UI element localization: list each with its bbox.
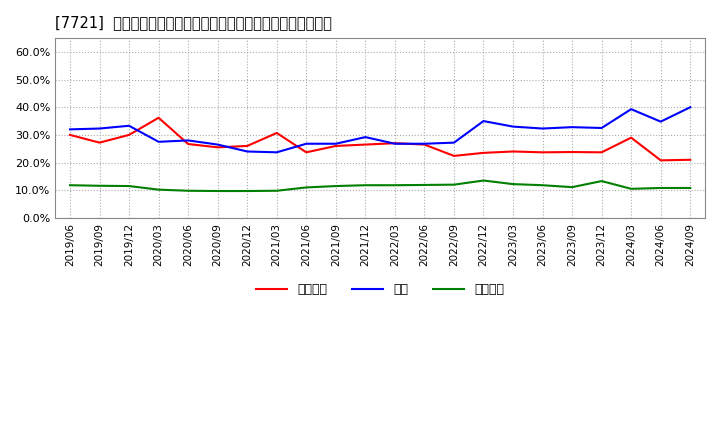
売上債権 xyxy=(420,142,428,147)
在庫 xyxy=(184,138,192,143)
買入債務 xyxy=(125,183,133,189)
売上債権 xyxy=(331,143,340,149)
売上債権 xyxy=(66,132,74,138)
売上債権 xyxy=(272,130,281,136)
在庫 xyxy=(95,126,104,131)
売上債権 xyxy=(657,158,665,163)
在庫 xyxy=(272,150,281,155)
在庫 xyxy=(686,105,695,110)
在庫 xyxy=(361,135,369,140)
買入債務 xyxy=(509,181,518,187)
売上債権 xyxy=(686,157,695,162)
買入債務 xyxy=(302,185,310,190)
売上債権 xyxy=(539,150,547,155)
在庫 xyxy=(213,142,222,147)
売上債権 xyxy=(302,150,310,155)
Line: 買入債務: 買入債務 xyxy=(70,180,690,191)
買入債務 xyxy=(449,182,458,187)
買入債務 xyxy=(95,183,104,188)
売上債権 xyxy=(509,149,518,154)
売上債権 xyxy=(125,132,133,138)
売上債権 xyxy=(361,142,369,147)
Text: [7721]  売上債権、在庫、買入債務の総資産に対する比率の推移: [7721] 売上債権、在庫、買入債務の総資産に対する比率の推移 xyxy=(55,15,332,30)
買入債務 xyxy=(686,185,695,191)
在庫 xyxy=(243,149,251,154)
在庫 xyxy=(390,141,399,147)
在庫 xyxy=(657,119,665,124)
在庫 xyxy=(539,126,547,131)
買入債務 xyxy=(361,183,369,188)
在庫 xyxy=(420,141,428,147)
在庫 xyxy=(154,139,163,144)
買入債務 xyxy=(213,188,222,194)
買入債務 xyxy=(480,178,488,183)
在庫 xyxy=(598,125,606,131)
買入債務 xyxy=(539,183,547,188)
買入債務 xyxy=(390,183,399,188)
売上債権 xyxy=(568,150,577,155)
在庫 xyxy=(125,123,133,128)
在庫 xyxy=(331,141,340,147)
Legend: 売上債権, 在庫, 買入債務: 売上債権, 在庫, 買入債務 xyxy=(251,279,510,301)
買入債務 xyxy=(154,187,163,192)
買入債務 xyxy=(420,182,428,187)
売上債権 xyxy=(213,145,222,150)
売上債権 xyxy=(390,140,399,146)
在庫 xyxy=(302,141,310,147)
売上債権 xyxy=(95,140,104,145)
買入債務 xyxy=(627,186,636,191)
Line: 売上債権: 売上債権 xyxy=(70,118,690,160)
在庫 xyxy=(509,124,518,129)
買入債務 xyxy=(331,183,340,189)
買入債務 xyxy=(568,184,577,190)
売上債権 xyxy=(243,143,251,149)
買入債務 xyxy=(598,179,606,184)
在庫 xyxy=(627,106,636,112)
在庫 xyxy=(568,125,577,130)
売上債権 xyxy=(480,150,488,155)
在庫 xyxy=(66,127,74,132)
Line: 在庫: 在庫 xyxy=(70,107,690,152)
買入債務 xyxy=(243,188,251,194)
売上債権 xyxy=(154,115,163,121)
在庫 xyxy=(449,140,458,145)
売上債権 xyxy=(449,153,458,158)
売上債権 xyxy=(184,141,192,147)
売上債権 xyxy=(598,150,606,155)
買入債務 xyxy=(272,188,281,194)
売上債権 xyxy=(627,135,636,140)
買入債務 xyxy=(66,183,74,188)
買入債務 xyxy=(184,188,192,194)
買入債務 xyxy=(657,185,665,191)
在庫 xyxy=(480,118,488,124)
